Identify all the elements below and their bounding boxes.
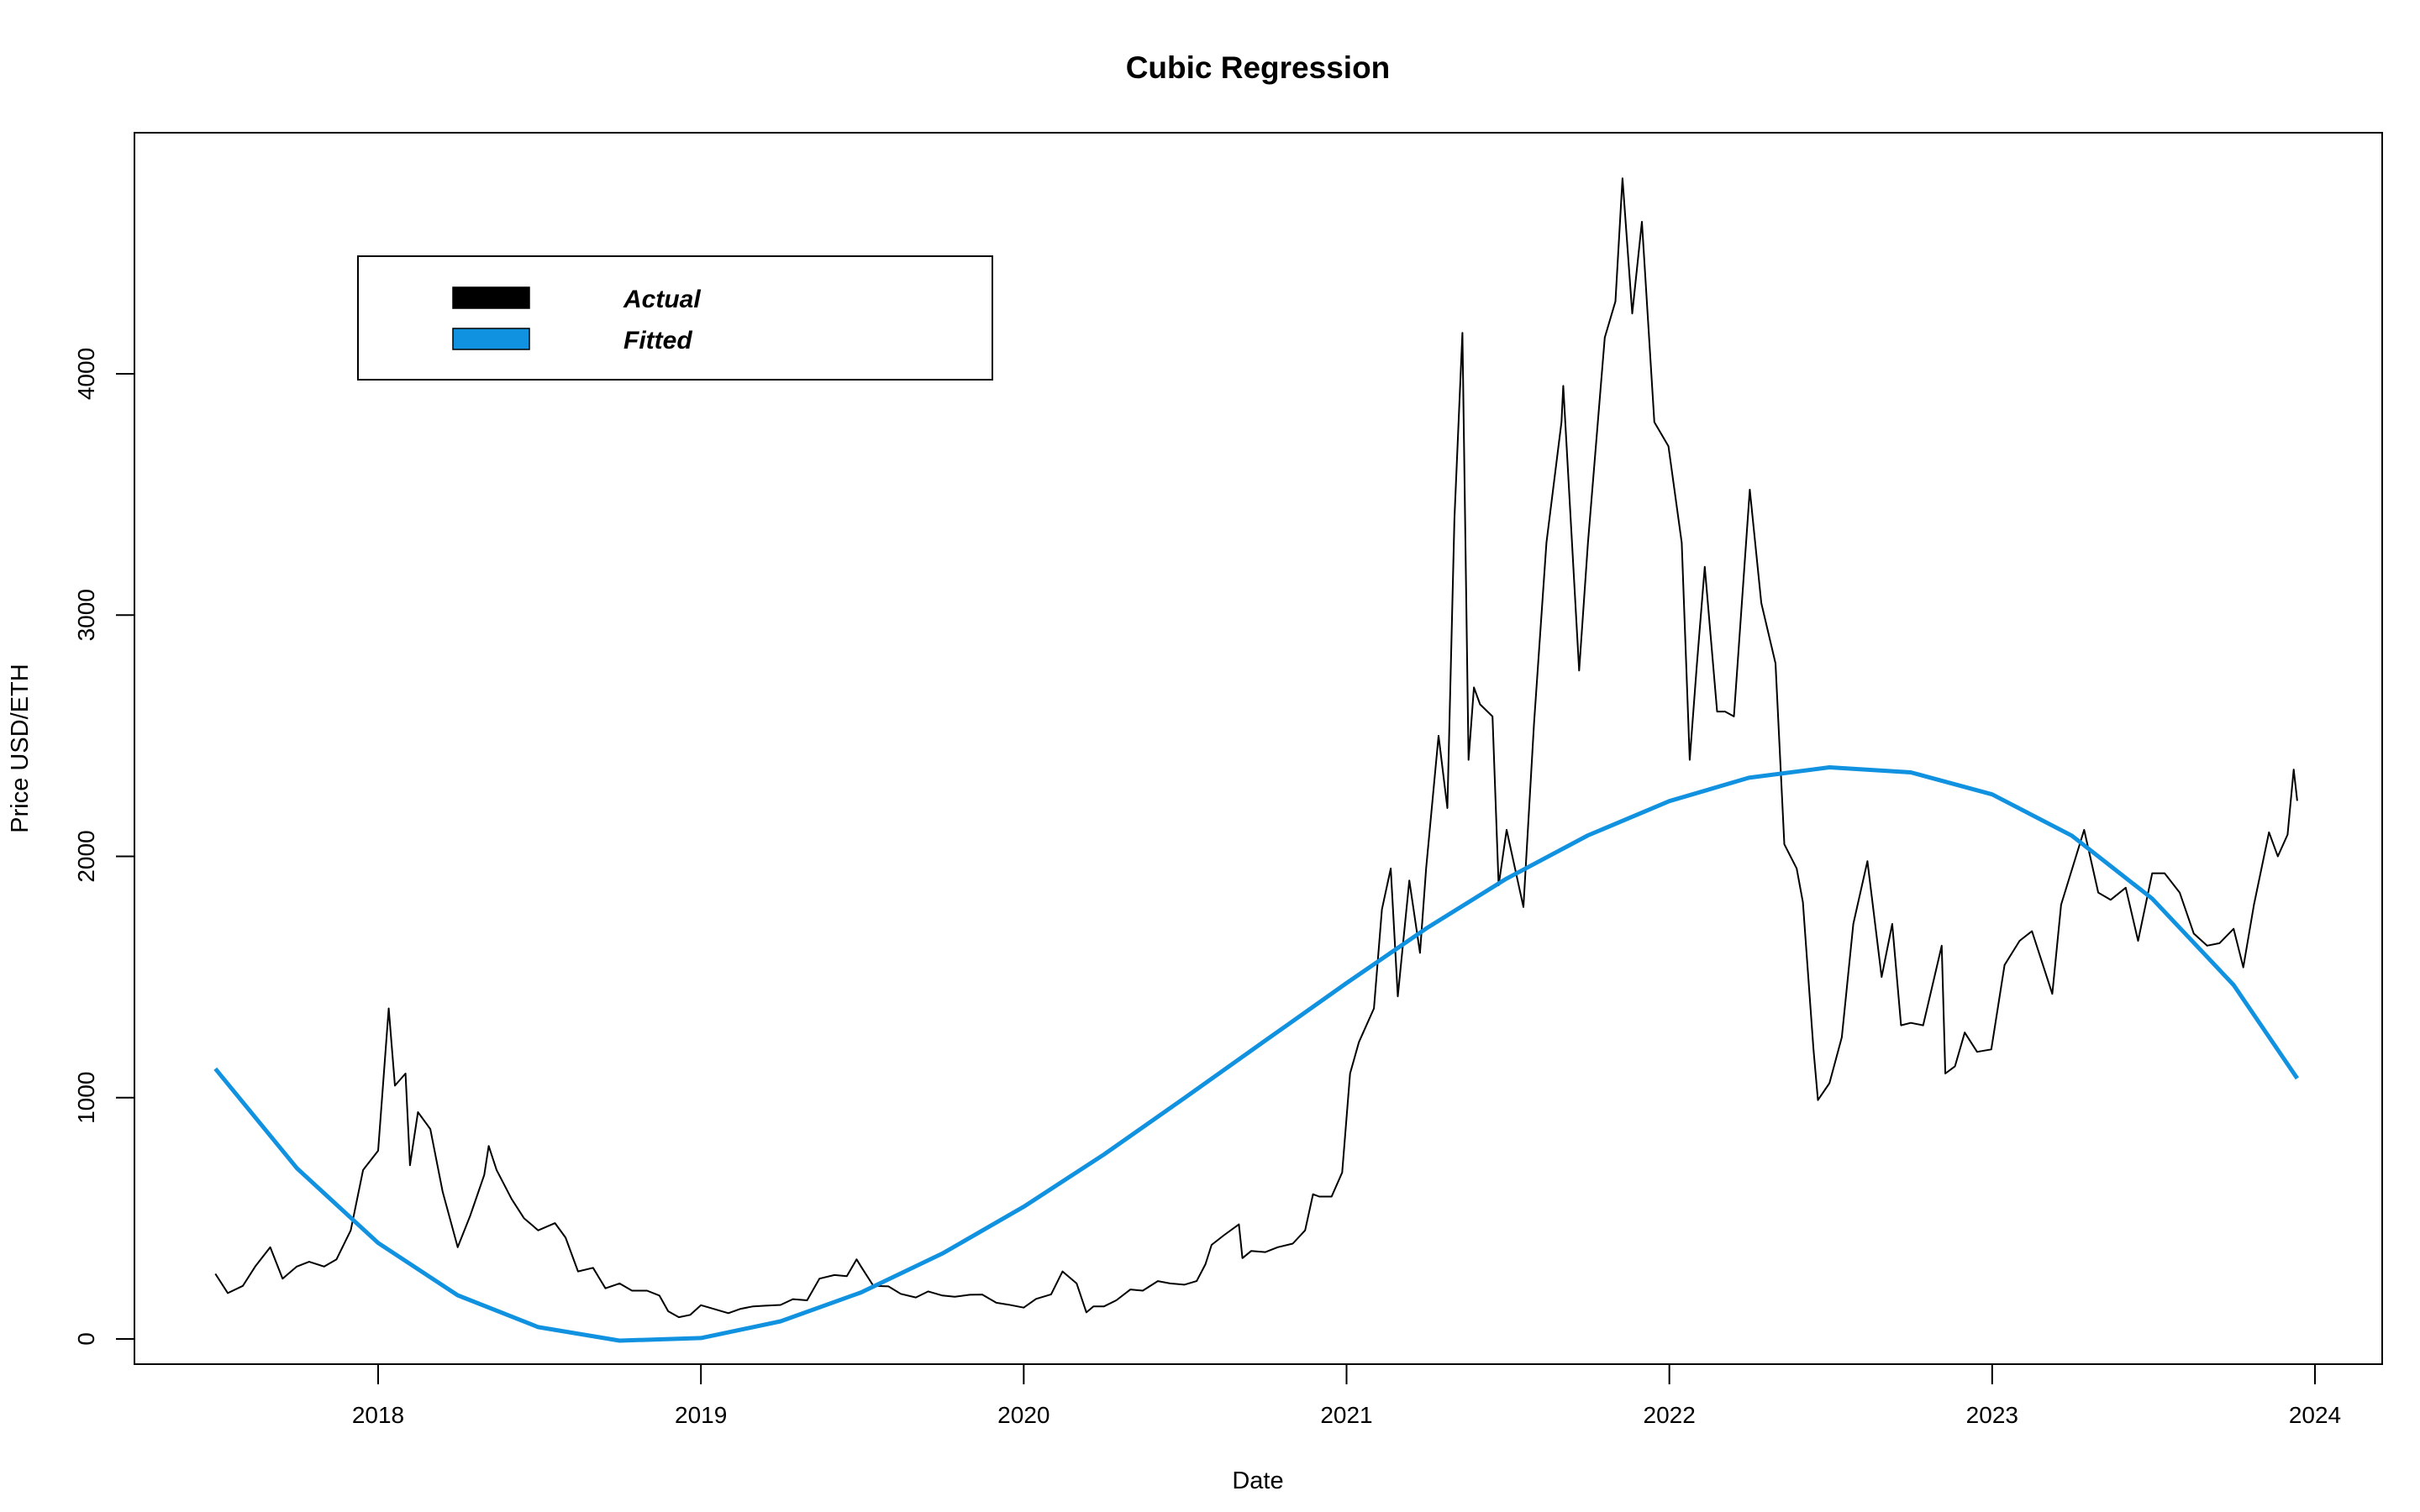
y-tick-label: 4000 — [73, 348, 99, 400]
y-axis: 0 1000 2000 3000 4000 — [73, 348, 135, 1346]
x-axis-title: Date — [1232, 1467, 1283, 1494]
legend-label-actual: Actual — [623, 286, 701, 313]
series-line-fitted — [213, 765, 2299, 1343]
x-tick-label: 2024 — [2289, 1402, 2341, 1428]
x-tick-label: 2019 — [675, 1402, 727, 1428]
legend-swatch-fitted — [452, 328, 530, 350]
legend-swatch-actual — [452, 286, 530, 309]
legend: Actual Fitted — [357, 255, 993, 381]
x-tick-label: 2018 — [352, 1402, 404, 1428]
legend-box — [357, 255, 993, 381]
y-tick-label: 0 — [73, 1332, 99, 1346]
x-tick-label: 2022 — [1644, 1402, 1696, 1428]
x-tick-label: 2021 — [1320, 1402, 1372, 1428]
y-tick-label: 1000 — [73, 1072, 99, 1124]
y-tick-label: 2000 — [73, 830, 99, 882]
chart-title: Cubic Regression — [1126, 50, 1391, 85]
x-tick-label: 2020 — [997, 1402, 1050, 1428]
series-line-actual — [214, 177, 2298, 1319]
legend-label-fitted: Fitted — [623, 327, 692, 354]
y-axis-title: Price USD/ETH — [7, 664, 34, 832]
x-axis: 2018 2019 2020 2021 2022 2023 2024 — [352, 1363, 2341, 1428]
x-tick-label: 2023 — [1966, 1402, 2018, 1428]
y-tick-label: 3000 — [73, 589, 99, 641]
